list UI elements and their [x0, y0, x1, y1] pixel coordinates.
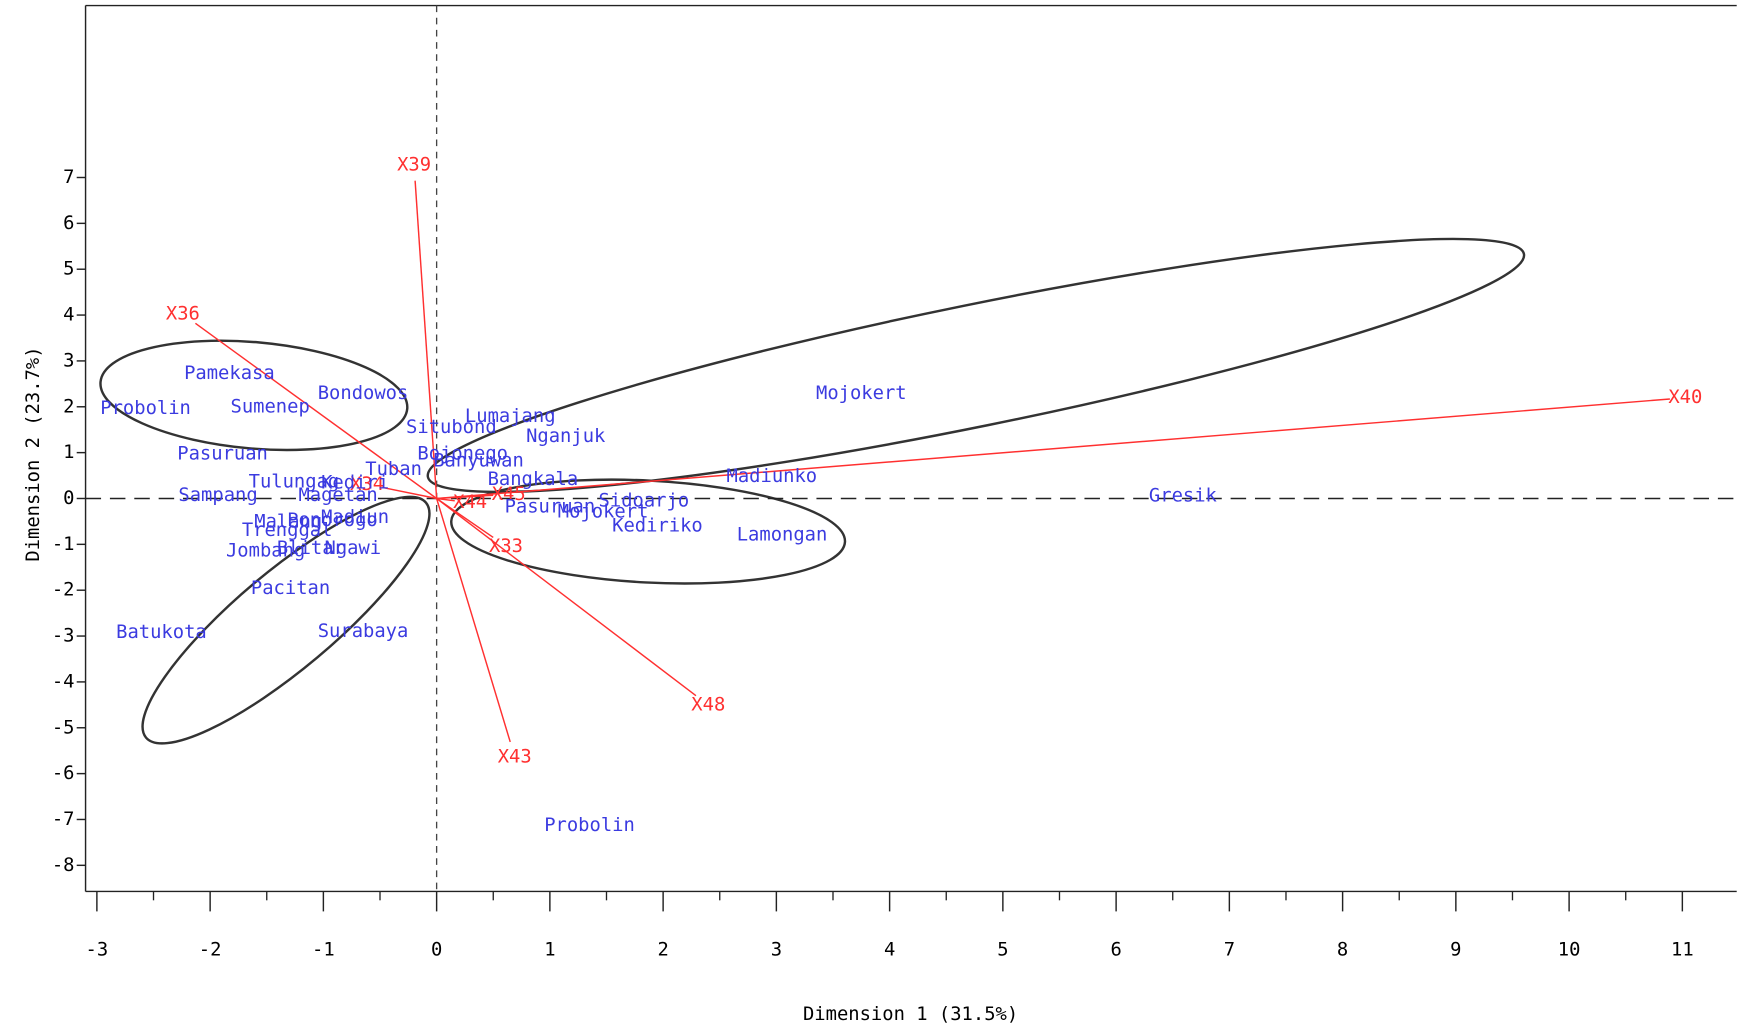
vector-label: X33	[489, 536, 523, 557]
point-label: Batukota	[116, 622, 207, 643]
y-tick-label: 6	[63, 213, 74, 234]
x-tick-label: 7	[1224, 940, 1235, 961]
point-label: Pasuruan	[177, 444, 268, 465]
point-label: Surabaya	[318, 621, 409, 642]
x-tick-label: -1	[312, 940, 335, 961]
point-label: Situbond	[406, 417, 497, 438]
x-axis-title: Dimension 1 (31.5%)	[803, 1004, 1018, 1025]
x-tick-label: -2	[199, 940, 222, 961]
page: {"chart_data": {"type": "biplot", "x_lab…	[0, 0, 1737, 1031]
point-label: Bondowos	[318, 383, 409, 404]
y-tick-label: -6	[52, 763, 75, 784]
y-tick-label: -2	[52, 580, 75, 601]
x-tick-label: 0	[431, 940, 442, 961]
point-label: Sidoarjo	[599, 490, 690, 511]
point-label: Madiunko	[727, 466, 818, 487]
y-tick-label: 4	[63, 305, 74, 326]
x-tick-label: 4	[884, 940, 895, 961]
point-label: Sampang	[178, 485, 257, 506]
y-axis-title: Dimension 2 (23.7%)	[23, 346, 44, 561]
point-label: Gresik	[1149, 486, 1218, 507]
point-label: Sumenep	[231, 396, 310, 417]
x-tick-label: 3	[771, 940, 782, 961]
x-tick-label: 6	[1110, 940, 1121, 961]
x-tick-label: 10	[1558, 940, 1581, 961]
x-tick-label: 1	[544, 940, 555, 961]
y-tick-label: 7	[63, 167, 74, 188]
y-tick-label: 0	[63, 488, 74, 509]
x-tick-label: 2	[657, 940, 668, 961]
point-label: Pamekasa	[184, 363, 275, 384]
point-label: Pacitan	[251, 578, 330, 599]
point-label: Mojokert	[816, 383, 907, 404]
point-label: Lamongan	[737, 525, 828, 546]
point-label: Probolin	[100, 398, 191, 419]
y-tick-label: 1	[63, 442, 74, 463]
x-tick-label: 9	[1450, 940, 1461, 961]
vector-label: X48	[691, 695, 725, 716]
y-tick-label: 3	[63, 350, 74, 371]
y-tick-label: -8	[52, 855, 75, 876]
y-tick-label: 2	[63, 396, 74, 417]
vector-label: X36	[166, 304, 200, 325]
x-tick-label: 11	[1671, 940, 1694, 961]
x-tick-label: 8	[1337, 940, 1348, 961]
point-label: Ponorogo	[287, 510, 378, 531]
point-label: Probolin	[544, 815, 635, 836]
chart: Dimension 1 (31.5%) Dimension 2 (23.7%) …	[0, 0, 1737, 1031]
point-label: Nganjuk	[526, 426, 606, 447]
x-tick-label: -3	[86, 940, 109, 961]
loading-vector	[437, 399, 1670, 499]
y-tick-label: 5	[63, 259, 74, 280]
point-label: Bangkala	[488, 469, 579, 490]
vector-label: X43	[498, 746, 532, 767]
cluster-ellipse	[416, 194, 1536, 536]
point-label: Ngawi	[325, 538, 382, 559]
y-tick-label: -3	[52, 626, 75, 647]
x-tick-label: 5	[997, 940, 1008, 961]
point-label: Kediriko	[612, 515, 703, 536]
y-tick-label: -5	[52, 717, 75, 738]
vector-label: X40	[1668, 387, 1702, 408]
y-tick-label: -7	[52, 809, 75, 830]
y-tick-label: -1	[52, 534, 75, 555]
vector-label: X39	[397, 155, 431, 176]
point-label: Kediri	[321, 472, 389, 493]
y-tick-label: -4	[52, 671, 75, 692]
